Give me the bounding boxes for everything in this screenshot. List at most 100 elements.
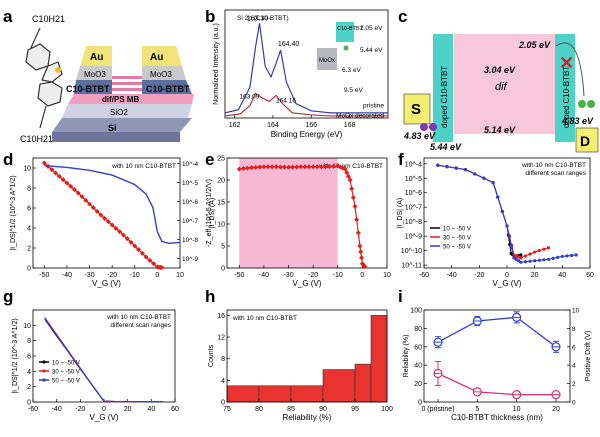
- c10-right-layer: [142, 80, 192, 94]
- f-series-2-marker: [519, 260, 523, 264]
- molecule-top-label: C10H21: [32, 14, 65, 24]
- energy-4-83-right: 4.83 eV: [561, 116, 594, 126]
- dif-text: dif: [495, 81, 508, 93]
- f-y-tick-label: 10^-8: [405, 219, 422, 226]
- e-series-z-marker: [286, 164, 292, 170]
- f-y-tick-label: 10^-4: [405, 161, 422, 168]
- d-yr-tick-label: 10^-9: [182, 256, 198, 263]
- g-x-tick-label: 60: [171, 406, 179, 413]
- e-series-z-marker: [302, 164, 308, 170]
- d-series-sqrt-marker: [132, 243, 138, 249]
- b-x-axis-label: Binding Energy (eV): [271, 130, 343, 139]
- f-x-tick-label: 40: [558, 272, 566, 279]
- i-yr-tick-label: 6: [572, 344, 576, 351]
- e-series-z-marker: [358, 249, 364, 255]
- d-x-axis-label: V_G (V): [92, 279, 121, 288]
- d-series-sqrt-marker: [109, 222, 115, 228]
- g-x-tick-label: 0: [102, 406, 106, 413]
- f-y-tick-label: 10^-5: [405, 176, 422, 183]
- d-yl-tick-label: 6: [27, 206, 31, 213]
- panel-letter-f: f: [398, 150, 404, 169]
- b-inset-energy: 5.44 eV: [360, 47, 383, 54]
- e-series-z-marker: [298, 164, 304, 170]
- e-series-z-marker: [310, 164, 316, 170]
- blocked-x-icon: ✕: [559, 53, 574, 73]
- d-x-tick-label: -50: [39, 272, 49, 279]
- b-peak-label: 163.30: [247, 15, 269, 22]
- e-x-tick-label: -30: [283, 272, 293, 279]
- g-x-tick-label: -60: [28, 406, 38, 413]
- i-yl-tick-label: 40: [414, 363, 422, 370]
- si-layer: [52, 118, 192, 132]
- g-legend-label: 10 ~ -50 V: [52, 361, 80, 367]
- e-series-z-marker: [236, 166, 242, 172]
- b-inset-moox-label: MoOx: [319, 58, 335, 64]
- g-y-tick-label: 0: [27, 400, 31, 407]
- e-series-z-marker: [261, 164, 267, 170]
- f-y-tick-label: 10^-9: [405, 234, 422, 241]
- f-series-2-marker: [537, 258, 541, 262]
- dif-layer: [68, 94, 194, 104]
- d-series-sqrt-marker: [117, 229, 123, 235]
- d-x-tick-label: -40: [62, 272, 72, 279]
- panel-letter-h: h: [205, 287, 215, 306]
- f-series-2-marker: [516, 259, 521, 263]
- plot-frame: [224, 9, 389, 119]
- h-y-tick-label: 12: [217, 335, 225, 342]
- f-series-2-marker: [512, 256, 516, 260]
- i-yl-tick-label: 20: [414, 381, 422, 388]
- f-series-1-marker: [528, 252, 532, 256]
- g-legend-marker: [42, 378, 46, 382]
- b-inset-energy: 9.5 eV: [344, 87, 363, 94]
- e-series-z-marker: [245, 165, 251, 171]
- i-yl-tick-label: 80: [414, 326, 422, 333]
- moo3-left-label: MoO3: [84, 70, 106, 79]
- h-y-tick-label: 16: [217, 313, 225, 320]
- f-series-2-marker: [505, 224, 509, 228]
- dif-stripes: [112, 76, 142, 91]
- f-series-2-marker: [565, 254, 569, 258]
- d-series-sqrt-marker: [83, 197, 89, 203]
- g-x-tick-label: -40: [52, 406, 62, 413]
- e-x-tick-label: -10: [333, 272, 343, 279]
- d-series-sqrt-marker: [102, 215, 108, 221]
- i-yr-tick-label: 8: [572, 326, 576, 333]
- h-y-axis-label: Counts: [208, 344, 215, 367]
- g-x-tick-label: -20: [75, 406, 85, 413]
- b-series-0: [224, 23, 388, 114]
- i-yl-tick-label: 100: [410, 308, 422, 315]
- f-series-2-marker: [454, 166, 458, 170]
- h-y-tick-label: 0: [221, 400, 225, 407]
- sio2-layer: [62, 104, 192, 118]
- e-annotation: with 10 nm C10-BTBT: [318, 163, 383, 170]
- h-bar: [370, 315, 388, 403]
- f-x-tick-label: -60: [419, 272, 429, 279]
- h-x-tick-label: 85: [287, 406, 295, 413]
- c10-left-layer: [74, 80, 112, 94]
- d-series-sqrt-marker: [147, 257, 153, 263]
- f-series-2-marker: [533, 259, 537, 263]
- panel-i-thickness-chart: 0 (pristine) 5 10 200204060801000246810C10-…: [403, 308, 592, 423]
- h-annotation: with 10 nm C10-BTBT: [232, 315, 297, 322]
- b-inset-energy: 2.05 eV: [360, 25, 383, 32]
- panel-letter-c: c: [398, 7, 407, 26]
- h-bar: [258, 385, 292, 403]
- g-x-tick-label: 20: [124, 406, 132, 413]
- g-y-tick-label: 10: [23, 323, 31, 330]
- moo3-right-label: MoO3: [150, 70, 172, 79]
- b-series-1: [224, 92, 388, 117]
- panel-letter-a: a: [3, 7, 13, 26]
- energy-5-44: 5.44 eV: [430, 142, 462, 152]
- e-y-tick-label: 0: [221, 266, 225, 273]
- plot-frame: [32, 157, 181, 269]
- e-series-z-marker: [273, 164, 279, 170]
- electron-icon: [587, 100, 595, 108]
- electron-icon: [578, 100, 586, 108]
- h-y-tick-label: 4: [221, 378, 225, 385]
- doped-right-band: [555, 34, 575, 142]
- panel-c-energy-diagram: dif doped C10-BTBT doped C10-BTBT S D ✕ …: [403, 34, 599, 153]
- g-x-tick-label: 40: [147, 406, 155, 413]
- panel-a-schematic: C10H21 C10H21 Si SiO2 dif/PS MB C10-BTBT…: [20, 14, 194, 144]
- panel-letter-d: d: [3, 150, 13, 169]
- e-series-z-marker: [249, 165, 255, 171]
